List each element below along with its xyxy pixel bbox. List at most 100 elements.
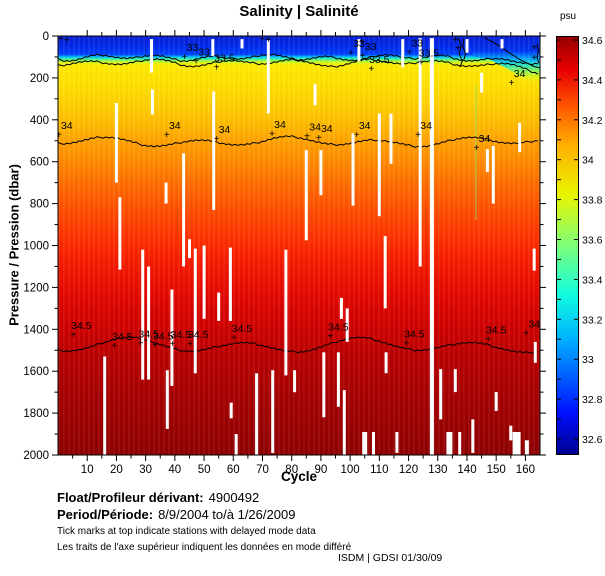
missing-data-stripe (372, 432, 375, 455)
contour-label-anchor-mark: + (56, 130, 62, 141)
x-axis-tick-label: 30 (139, 464, 152, 476)
missing-data-stripe (240, 39, 244, 49)
missing-data-stripe (188, 239, 191, 259)
missing-data-stripe (533, 341, 537, 363)
contour-label: 34 (61, 120, 73, 132)
y-axis-tick-label: 1000 (23, 241, 49, 253)
contour-label: 33 (353, 38, 365, 50)
missing-data-stripe (509, 425, 513, 441)
missing-data-stripe (141, 249, 145, 380)
contour-label: 34.5 (188, 329, 209, 341)
missing-data-stripe (485, 149, 489, 173)
missing-data-stripe (114, 103, 118, 183)
contour-label: 34.5 (112, 331, 133, 343)
contour-label-anchor-mark: + (111, 341, 117, 352)
x-axis-tick-label: 150 (487, 464, 506, 476)
plus-mark: + (64, 36, 70, 47)
contour-label-anchor-mark: + (214, 134, 220, 145)
plus-mark: + (531, 53, 537, 64)
contour-label: 34.5 (232, 323, 253, 335)
contour-label-anchor-mark: + (181, 52, 187, 63)
contour-label-anchor-mark: + (152, 340, 158, 351)
plus-mark: + (452, 35, 458, 46)
missing-data-stripe (429, 38, 434, 455)
missing-data-stripe (103, 356, 107, 455)
x-axis-tick-label: 20 (110, 464, 123, 476)
contour-label: 34 (219, 124, 231, 136)
missing-data-stripe (395, 432, 399, 453)
plus-mark: + (455, 44, 461, 55)
missing-data-stripe (518, 122, 522, 153)
missing-data-stripe (211, 39, 215, 56)
colorbar-tick-label: 33.4 (582, 274, 603, 286)
contour-line-34.5 (58, 336, 539, 354)
colorbar-tick-label: 34.2 (582, 115, 603, 127)
note-french: Les traits de l'axe supérieur indiquent … (57, 542, 352, 553)
contour-label: 34.5 (486, 325, 507, 337)
contour-label: 34.5 (153, 330, 174, 342)
missing-data-stripe (401, 39, 405, 68)
contour-label: 34.5 (71, 320, 92, 332)
contour-label-anchor-mark: + (418, 57, 424, 68)
plus-mark: + (260, 34, 266, 45)
contour-label-anchor-mark: + (269, 129, 275, 140)
missing-data-stripe (418, 38, 422, 267)
x-axis-tick-label: 160 (516, 464, 535, 476)
missing-data-stripe (147, 266, 151, 380)
y-axis-tick-label: 1200 (23, 282, 49, 294)
missing-data-stripe (336, 352, 340, 407)
contour-label: 33.5 (419, 47, 440, 59)
contour-line-segment (457, 37, 463, 68)
contour-label-anchor-mark: + (70, 330, 76, 341)
missing-data-stripe (229, 402, 233, 419)
missing-data-stripe (471, 419, 475, 453)
missing-data-stripe (384, 352, 388, 374)
contour-label: 33.5 (214, 53, 235, 65)
missing-data-stripe (439, 369, 443, 420)
contour-label-anchor-mark: + (170, 339, 176, 350)
contour-label: 34 (479, 133, 491, 145)
missing-data-stripe (357, 39, 361, 62)
colorbar-tick-label: 33.6 (582, 235, 603, 247)
credit-line: ISDM | GDSI 01/30/09 (338, 552, 443, 564)
contour-line-segment (462, 38, 467, 61)
contour-line-segment (484, 37, 540, 69)
colorbar-tick-label: 34.6 (582, 35, 603, 47)
colorbar-units-label: psu (559, 11, 577, 22)
contour-label-anchor-mark: + (316, 133, 322, 144)
contour-label: 34.5 (328, 321, 349, 333)
contour-label-anchor-mark: + (231, 333, 237, 344)
missing-data-stripe (389, 113, 393, 164)
missing-data-stripe (500, 39, 504, 49)
plot-heatmap (58, 36, 540, 455)
contour-label-anchor-mark: + (509, 78, 515, 89)
missing-data-stripe (458, 432, 462, 455)
x-axis-tick-label: 10 (81, 464, 94, 476)
missing-data-stripe (217, 292, 221, 321)
y-axis-tick-label: 600 (30, 157, 49, 169)
missing-data-stripe (532, 248, 536, 271)
x-axis-tick-label: 50 (198, 464, 211, 476)
missing-data-stripe (304, 150, 308, 241)
contour-label: 33 (411, 38, 423, 50)
colorbar-tick-label: 33 (582, 354, 594, 366)
colorbar-tick-label: 32.6 (582, 434, 603, 446)
contour-label-anchor-mark: + (354, 130, 360, 141)
contour-label-anchor-mark: + (348, 48, 354, 59)
missing-data-stripe (118, 197, 122, 270)
missing-data-stripe (150, 89, 154, 115)
contour-label-anchor-mark: + (187, 339, 193, 350)
x-axis-tick-label: 80 (285, 464, 298, 476)
missing-data-stripe (322, 352, 326, 418)
fresh-anomaly-streak (474, 86, 477, 221)
plot-frame (57, 35, 541, 456)
colorbar-tick-label: 34.4 (582, 75, 603, 87)
plus-mark: + (265, 35, 271, 46)
float-id-value: 4900492 (208, 490, 260, 505)
contour-label: 34.5 (170, 329, 191, 341)
contour-label: 34 (321, 123, 333, 135)
contour-label-anchor-mark: + (214, 63, 220, 74)
missing-data-stripe (342, 390, 346, 455)
